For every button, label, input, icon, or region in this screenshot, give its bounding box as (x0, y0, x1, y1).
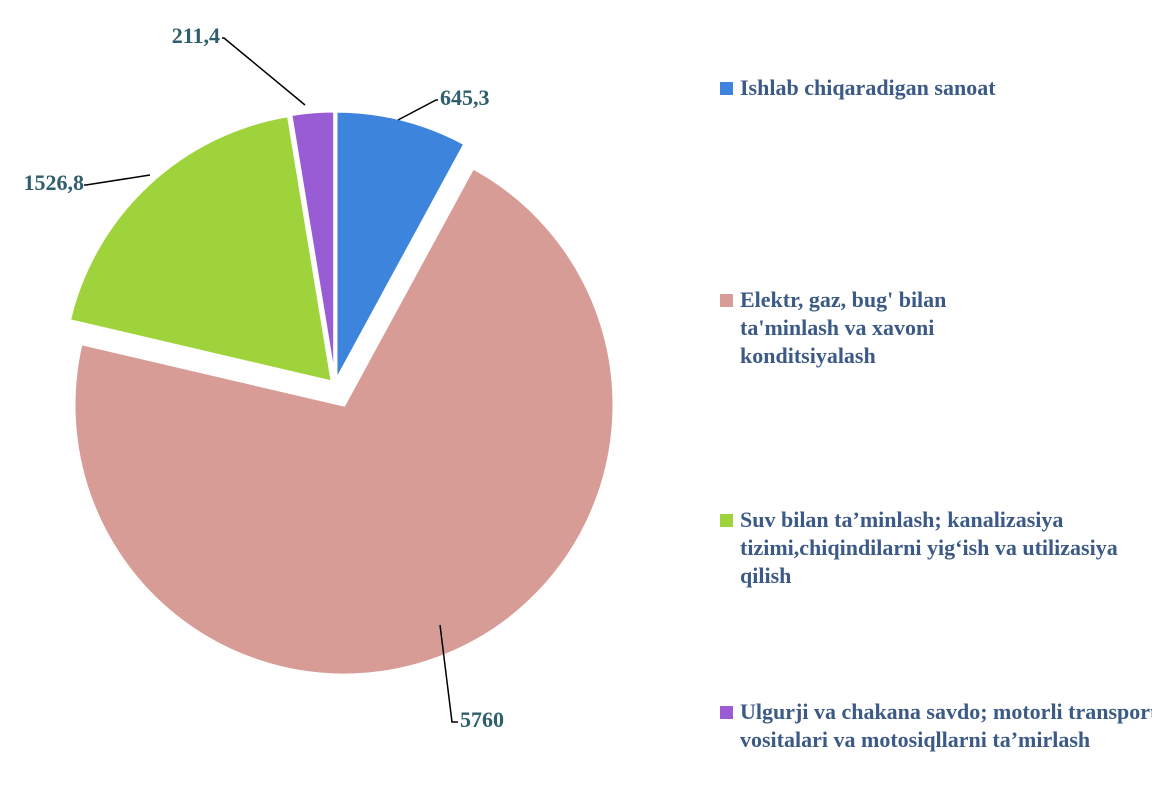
pie-slice (334, 109, 467, 382)
leader-line (397, 99, 438, 121)
legend-swatch (720, 514, 733, 527)
legend-label: Ishlab chiqaradigan sanoat (740, 75, 996, 100)
leader-line (439, 624, 458, 723)
legend-item: Ishlab chiqaradigan sanoat (718, 74, 1152, 102)
data-label: 645,3 (440, 85, 490, 110)
data-label: 211,4 (172, 23, 220, 48)
pie-slice (67, 113, 335, 385)
legend-label: Suv bilan ta’minlash; kanalizasiya tizim… (740, 507, 1118, 588)
data-label: 1526,8 (24, 170, 85, 195)
leader-line (222, 37, 306, 106)
legend-swatch (720, 706, 733, 719)
legend-item: Elektr, gaz, bug' bilan ta'minlash va xa… (718, 286, 1030, 370)
legend-label: Elektr, gaz, bug' bilan ta'minlash va xa… (740, 287, 947, 368)
legend-label: Ulgurji va chakana savdo; motorli transp… (740, 699, 1152, 752)
legend-swatch (720, 294, 733, 307)
chart: 645,3 5760 1526,8 211,4 (24, 23, 616, 732)
leader-line (84, 174, 151, 186)
legend-swatch (720, 82, 733, 95)
pie-slice (72, 165, 616, 677)
data-label: 5760 (460, 707, 504, 732)
legend-item: Suv bilan ta’minlash; kanalizasiya tizim… (718, 506, 1152, 590)
pie-slice (289, 109, 337, 382)
legend-item: Ulgurji va chakana savdo; motorli transp… (718, 698, 1152, 754)
